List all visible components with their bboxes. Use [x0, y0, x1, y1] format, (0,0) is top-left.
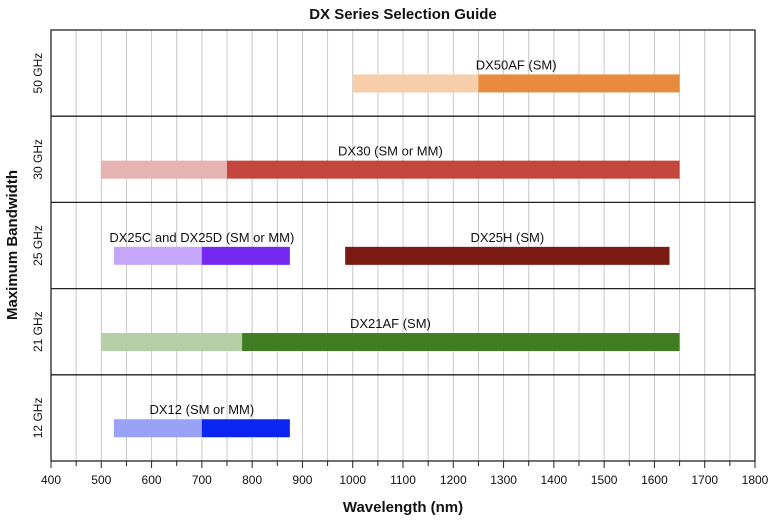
grid-layer	[75, 30, 731, 461]
frame-layer: 50 GHz 30 GHz 25 GHz 21 GHz 12 GHz	[31, 29, 756, 462]
y-axis-label: Maximum Bandwidth	[4, 170, 21, 320]
bar-primary-range	[201, 419, 290, 438]
bar-label: DX50AF (SM)	[476, 57, 557, 72]
x-tick-label: 1300	[490, 473, 517, 487]
bar-group: DX21AF (SM)	[101, 316, 680, 352]
bar-primary-range	[478, 74, 680, 93]
x-tick-label: 900	[292, 473, 312, 487]
bar-extended-range	[101, 333, 243, 352]
bar-group: DX12 (SM or MM)	[113, 402, 290, 438]
x-tick-label: 1600	[641, 473, 668, 487]
bar-group: DX30 (SM or MM)	[101, 144, 680, 179]
x-tick-label: 1400	[541, 473, 568, 487]
x-tick-label: 700	[192, 473, 212, 487]
x-tick-label: 600	[142, 473, 162, 487]
bar-extended-range	[113, 419, 202, 438]
x-axis-ticks: 400 500 600 700 800 900 1000 1100 1200 1300 1400 15…	[41, 461, 769, 487]
bar-extended-range	[113, 246, 202, 265]
row-label: 21 GHz	[31, 311, 45, 352]
row-label: 25 GHz	[31, 225, 45, 266]
chart-title: DX Series Selection Guide	[309, 6, 497, 23]
bar-label: DX25C and DX25D (SM or MM)	[109, 230, 294, 245]
bars-layer: DX50AF (SM) DX30 (SM or MM) DX25C and DX25…	[101, 57, 680, 438]
bar-primary-range	[227, 160, 680, 179]
bar-extended-range	[101, 160, 227, 179]
bar-primary-range	[345, 246, 670, 265]
x-tick-label: 1500	[591, 473, 618, 487]
x-tick-label: 1800	[742, 473, 769, 487]
x-tick-label: 1700	[691, 473, 718, 487]
x-tick-label: 400	[41, 473, 61, 487]
bar-primary-range	[201, 246, 290, 265]
bar-label: DX21AF (SM)	[350, 316, 431, 331]
bar-label: DX30 (SM or MM)	[338, 144, 443, 159]
x-tick-label: 1100	[390, 473, 416, 487]
x-tick-label: 1000	[339, 473, 366, 487]
bar-group: DX50AF (SM)	[352, 57, 680, 93]
row-label: 50 GHz	[31, 53, 45, 94]
bar-label: DX25H (SM)	[470, 230, 544, 245]
bar-primary-range	[242, 333, 680, 352]
x-axis-label: Wavelength (nm)	[343, 499, 463, 516]
bar-extended-range	[352, 74, 479, 93]
bar-label: DX12 (SM or MM)	[149, 402, 254, 417]
row-label: 12 GHz	[31, 398, 45, 439]
row-label: 30 GHz	[31, 139, 45, 180]
x-tick-label: 800	[242, 473, 262, 487]
x-tick-label: 500	[91, 473, 111, 487]
x-tick-label: 1200	[440, 473, 467, 487]
bar-group: DX25C and DX25D (SM or MM)	[109, 230, 294, 265]
bar-group: DX25H (SM)	[345, 230, 670, 265]
